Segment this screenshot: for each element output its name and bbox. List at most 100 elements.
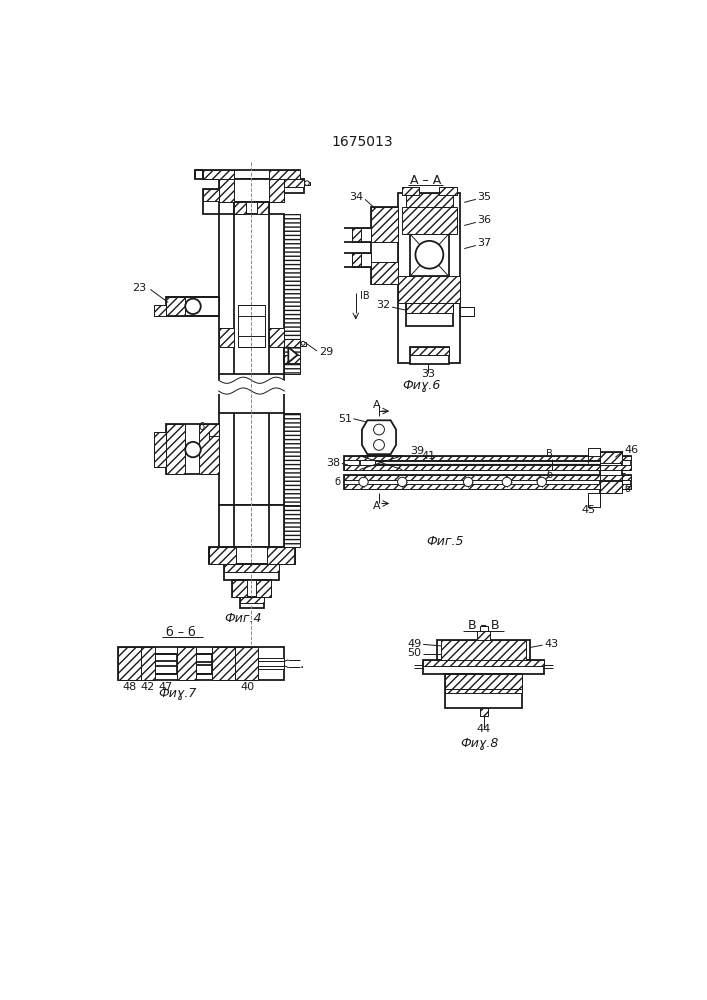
Bar (344, 456, 631, 460)
Bar (238, 305, 265, 347)
Text: В – В: В – В (468, 619, 499, 632)
Bar (166, 297, 185, 316)
Bar (588, 493, 600, 507)
Bar (480, 708, 488, 716)
Bar (344, 484, 631, 489)
Bar (218, 179, 284, 202)
Bar (371, 207, 398, 242)
Bar (402, 187, 419, 195)
Bar (166, 424, 218, 474)
Bar (414, 193, 421, 202)
Bar (284, 339, 300, 363)
Bar (209, 547, 235, 564)
Bar (406, 303, 452, 312)
Bar (445, 674, 522, 689)
Bar (232, 580, 271, 597)
Bar (209, 547, 295, 564)
Text: 39: 39 (410, 446, 424, 456)
Polygon shape (288, 347, 298, 363)
Bar (284, 179, 304, 193)
Bar (410, 347, 449, 355)
Text: 32: 32 (377, 300, 391, 310)
Bar (224, 564, 279, 580)
Bar (154, 432, 166, 466)
Text: б: б (625, 484, 631, 494)
Circle shape (301, 341, 305, 345)
Bar (218, 328, 234, 347)
Bar (240, 597, 264, 603)
Text: 23: 23 (132, 283, 146, 293)
Bar (154, 432, 166, 466)
Text: А – А: А – А (410, 174, 441, 187)
Bar (234, 202, 269, 214)
Circle shape (537, 477, 547, 487)
Bar (154, 305, 166, 316)
Bar (352, 228, 371, 242)
Bar (437, 193, 445, 202)
Bar (154, 305, 166, 316)
Bar (477, 631, 490, 640)
Bar (258, 658, 284, 669)
Bar (352, 253, 361, 267)
Bar (224, 564, 279, 572)
Text: б – б: б – б (167, 626, 197, 639)
Text: А: А (373, 501, 380, 511)
Bar (402, 207, 457, 234)
Bar (203, 189, 218, 214)
Bar (375, 461, 600, 464)
Bar (199, 424, 218, 474)
Bar (269, 179, 284, 202)
Bar (234, 202, 246, 214)
Bar (423, 660, 544, 666)
Bar (284, 505, 300, 547)
Text: 40: 40 (240, 682, 255, 692)
Bar (300, 342, 306, 346)
Bar (398, 276, 460, 303)
Circle shape (502, 477, 512, 487)
Bar (177, 647, 196, 680)
Text: б: б (547, 470, 553, 480)
Bar (218, 179, 234, 202)
Bar (256, 580, 271, 597)
Bar (344, 475, 631, 480)
Bar (344, 456, 631, 470)
Text: B: B (546, 449, 553, 459)
Text: 1675013: 1675013 (331, 135, 393, 149)
Bar (410, 347, 449, 364)
Bar (423, 660, 544, 674)
Text: .: . (299, 657, 304, 671)
Text: 44: 44 (477, 724, 491, 734)
Circle shape (185, 299, 201, 314)
Bar (344, 465, 631, 470)
Text: 33: 33 (421, 369, 435, 379)
Circle shape (373, 440, 385, 450)
Bar (445, 674, 522, 708)
Bar (211, 647, 235, 680)
Bar (406, 193, 452, 207)
Bar (203, 170, 300, 179)
Bar (480, 626, 488, 631)
Text: А: А (373, 400, 380, 410)
Text: Фиɣ.7: Фиɣ.7 (158, 687, 197, 700)
Text: 37: 37 (477, 238, 491, 248)
Text: Фиг.5: Фиг.5 (426, 535, 464, 548)
Text: Фиɣ.6: Фиɣ.6 (402, 379, 440, 392)
Bar (406, 303, 452, 326)
Bar (441, 640, 526, 660)
Bar (240, 597, 264, 608)
Bar (284, 355, 300, 363)
Bar (195, 170, 203, 179)
Bar (600, 452, 621, 493)
Text: 35: 35 (477, 192, 491, 202)
Bar (269, 170, 300, 179)
Text: 34: 34 (349, 192, 363, 202)
Circle shape (416, 241, 443, 269)
Bar (257, 202, 269, 214)
Bar (218, 505, 284, 547)
Text: 50: 50 (408, 648, 421, 658)
Bar (118, 647, 284, 680)
Bar (352, 228, 361, 242)
Bar (166, 424, 185, 474)
Bar (196, 654, 211, 674)
Bar (304, 182, 310, 185)
